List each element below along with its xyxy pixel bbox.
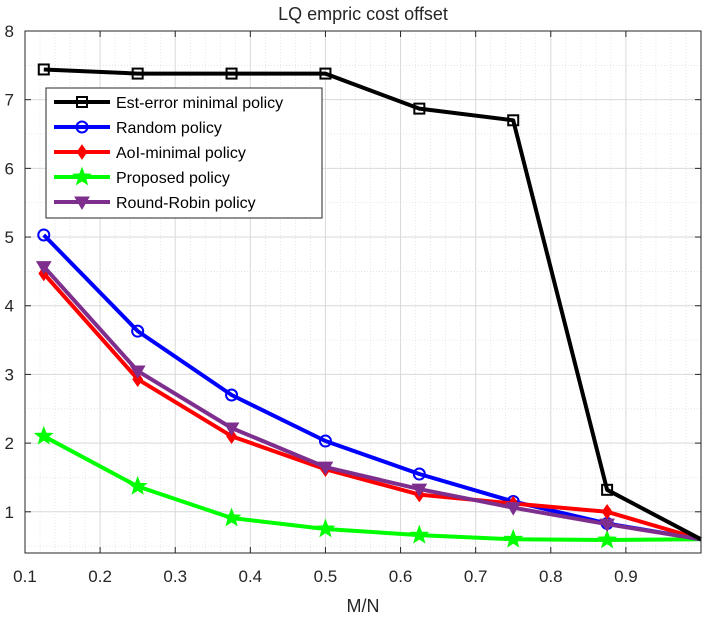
y-tick-label: 7 (5, 91, 14, 110)
legend-label: Est-error minimal policy (116, 95, 283, 112)
data-point (317, 461, 334, 476)
series-line (42, 265, 702, 542)
data-point (132, 371, 144, 388)
data-point (127, 475, 148, 495)
chart-title: LQ empric cost offset (278, 4, 448, 24)
x-tick-label: 0.8 (539, 567, 563, 586)
data-point (221, 507, 242, 527)
data-point (318, 434, 332, 448)
x-axis-label: M/N (347, 596, 380, 616)
data-point (131, 67, 144, 80)
legend-label: Proposed policy (116, 170, 230, 187)
x-tick-label: 0.6 (389, 567, 413, 586)
series-line (43, 67, 702, 542)
legend-marker (75, 120, 89, 134)
legend-marker (74, 196, 90, 210)
data-point (225, 67, 238, 80)
data-point (315, 518, 336, 538)
series-layer (33, 63, 702, 549)
data-point (35, 261, 52, 275)
y-tick-label: 3 (5, 365, 14, 384)
legend-marker (72, 166, 92, 186)
y-tick-label: 8 (5, 22, 14, 41)
data-point (505, 502, 522, 516)
series-line (42, 272, 702, 542)
y-tick-label: 4 (5, 297, 14, 316)
data-point (409, 524, 430, 544)
data-point (601, 483, 614, 496)
legend-marker (76, 96, 88, 108)
data-point (597, 529, 618, 549)
data-point (412, 467, 426, 481)
plot-frame (24, 30, 702, 554)
series-round-robin-policy (35, 261, 702, 542)
y-tick-label: 6 (5, 159, 14, 178)
legend-label: Random policy (116, 120, 222, 137)
data-point (37, 63, 50, 76)
x-tick-label: 0.7 (464, 567, 488, 586)
series-proposed-policy (33, 425, 702, 549)
data-point (319, 67, 332, 80)
data-point (37, 228, 51, 242)
x-tick-label: 0.2 (88, 567, 112, 586)
x-tick-label: 0.4 (239, 567, 263, 586)
data-point (413, 102, 426, 115)
legend-marker (76, 144, 88, 160)
data-point (223, 422, 240, 436)
legend: Est-error minimal policy Random policy AoI… (45, 87, 323, 219)
series-est-error-minimal-policy (37, 63, 702, 542)
data-point (503, 528, 524, 548)
y-tick-label: 5 (5, 228, 14, 247)
data-point (225, 388, 239, 402)
series-line (42, 434, 702, 542)
data-point (601, 503, 613, 520)
data-point (411, 483, 428, 498)
x-tick-label: 0.9 (614, 567, 638, 586)
x-tick-label: 0.5 (314, 567, 338, 586)
y-tick-label: 2 (5, 434, 14, 453)
data-point (131, 324, 145, 338)
y-tick-label: 1 (5, 503, 14, 522)
ticks: 0.1 0.2 0.3 0.4 0.5 0.6 0.7 0.8 0.9 1 2 3 4 5 6 7 8 (5, 22, 701, 586)
data-point (129, 365, 146, 379)
legend-label: Round-Robin policy (116, 195, 256, 212)
data-point (33, 425, 54, 445)
x-tick-label: 0.1 (13, 567, 37, 586)
x-tick-label: 0.3 (163, 567, 187, 586)
data-point (226, 428, 237, 445)
data-point (599, 518, 615, 533)
data-point (507, 114, 520, 127)
legend-label: AoI-minimal policy (116, 145, 246, 162)
